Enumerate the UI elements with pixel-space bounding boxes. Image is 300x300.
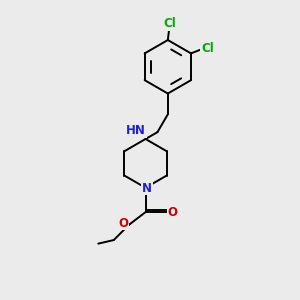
Text: N: N (142, 182, 152, 194)
Text: O: O (167, 206, 177, 219)
Text: HN: HN (126, 124, 146, 137)
Text: Cl: Cl (201, 42, 214, 56)
Text: O: O (119, 217, 129, 230)
Text: Cl: Cl (163, 17, 176, 30)
